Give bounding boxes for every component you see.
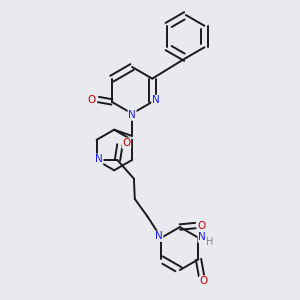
Text: N: N: [128, 110, 136, 120]
Text: O: O: [88, 94, 96, 104]
Text: O: O: [198, 220, 206, 230]
Text: N: N: [198, 232, 206, 242]
Text: N: N: [152, 95, 160, 105]
Text: N: N: [155, 231, 163, 241]
Text: N: N: [95, 154, 103, 164]
Text: H: H: [206, 237, 214, 247]
Text: O: O: [200, 276, 208, 286]
Text: O: O: [122, 138, 130, 148]
